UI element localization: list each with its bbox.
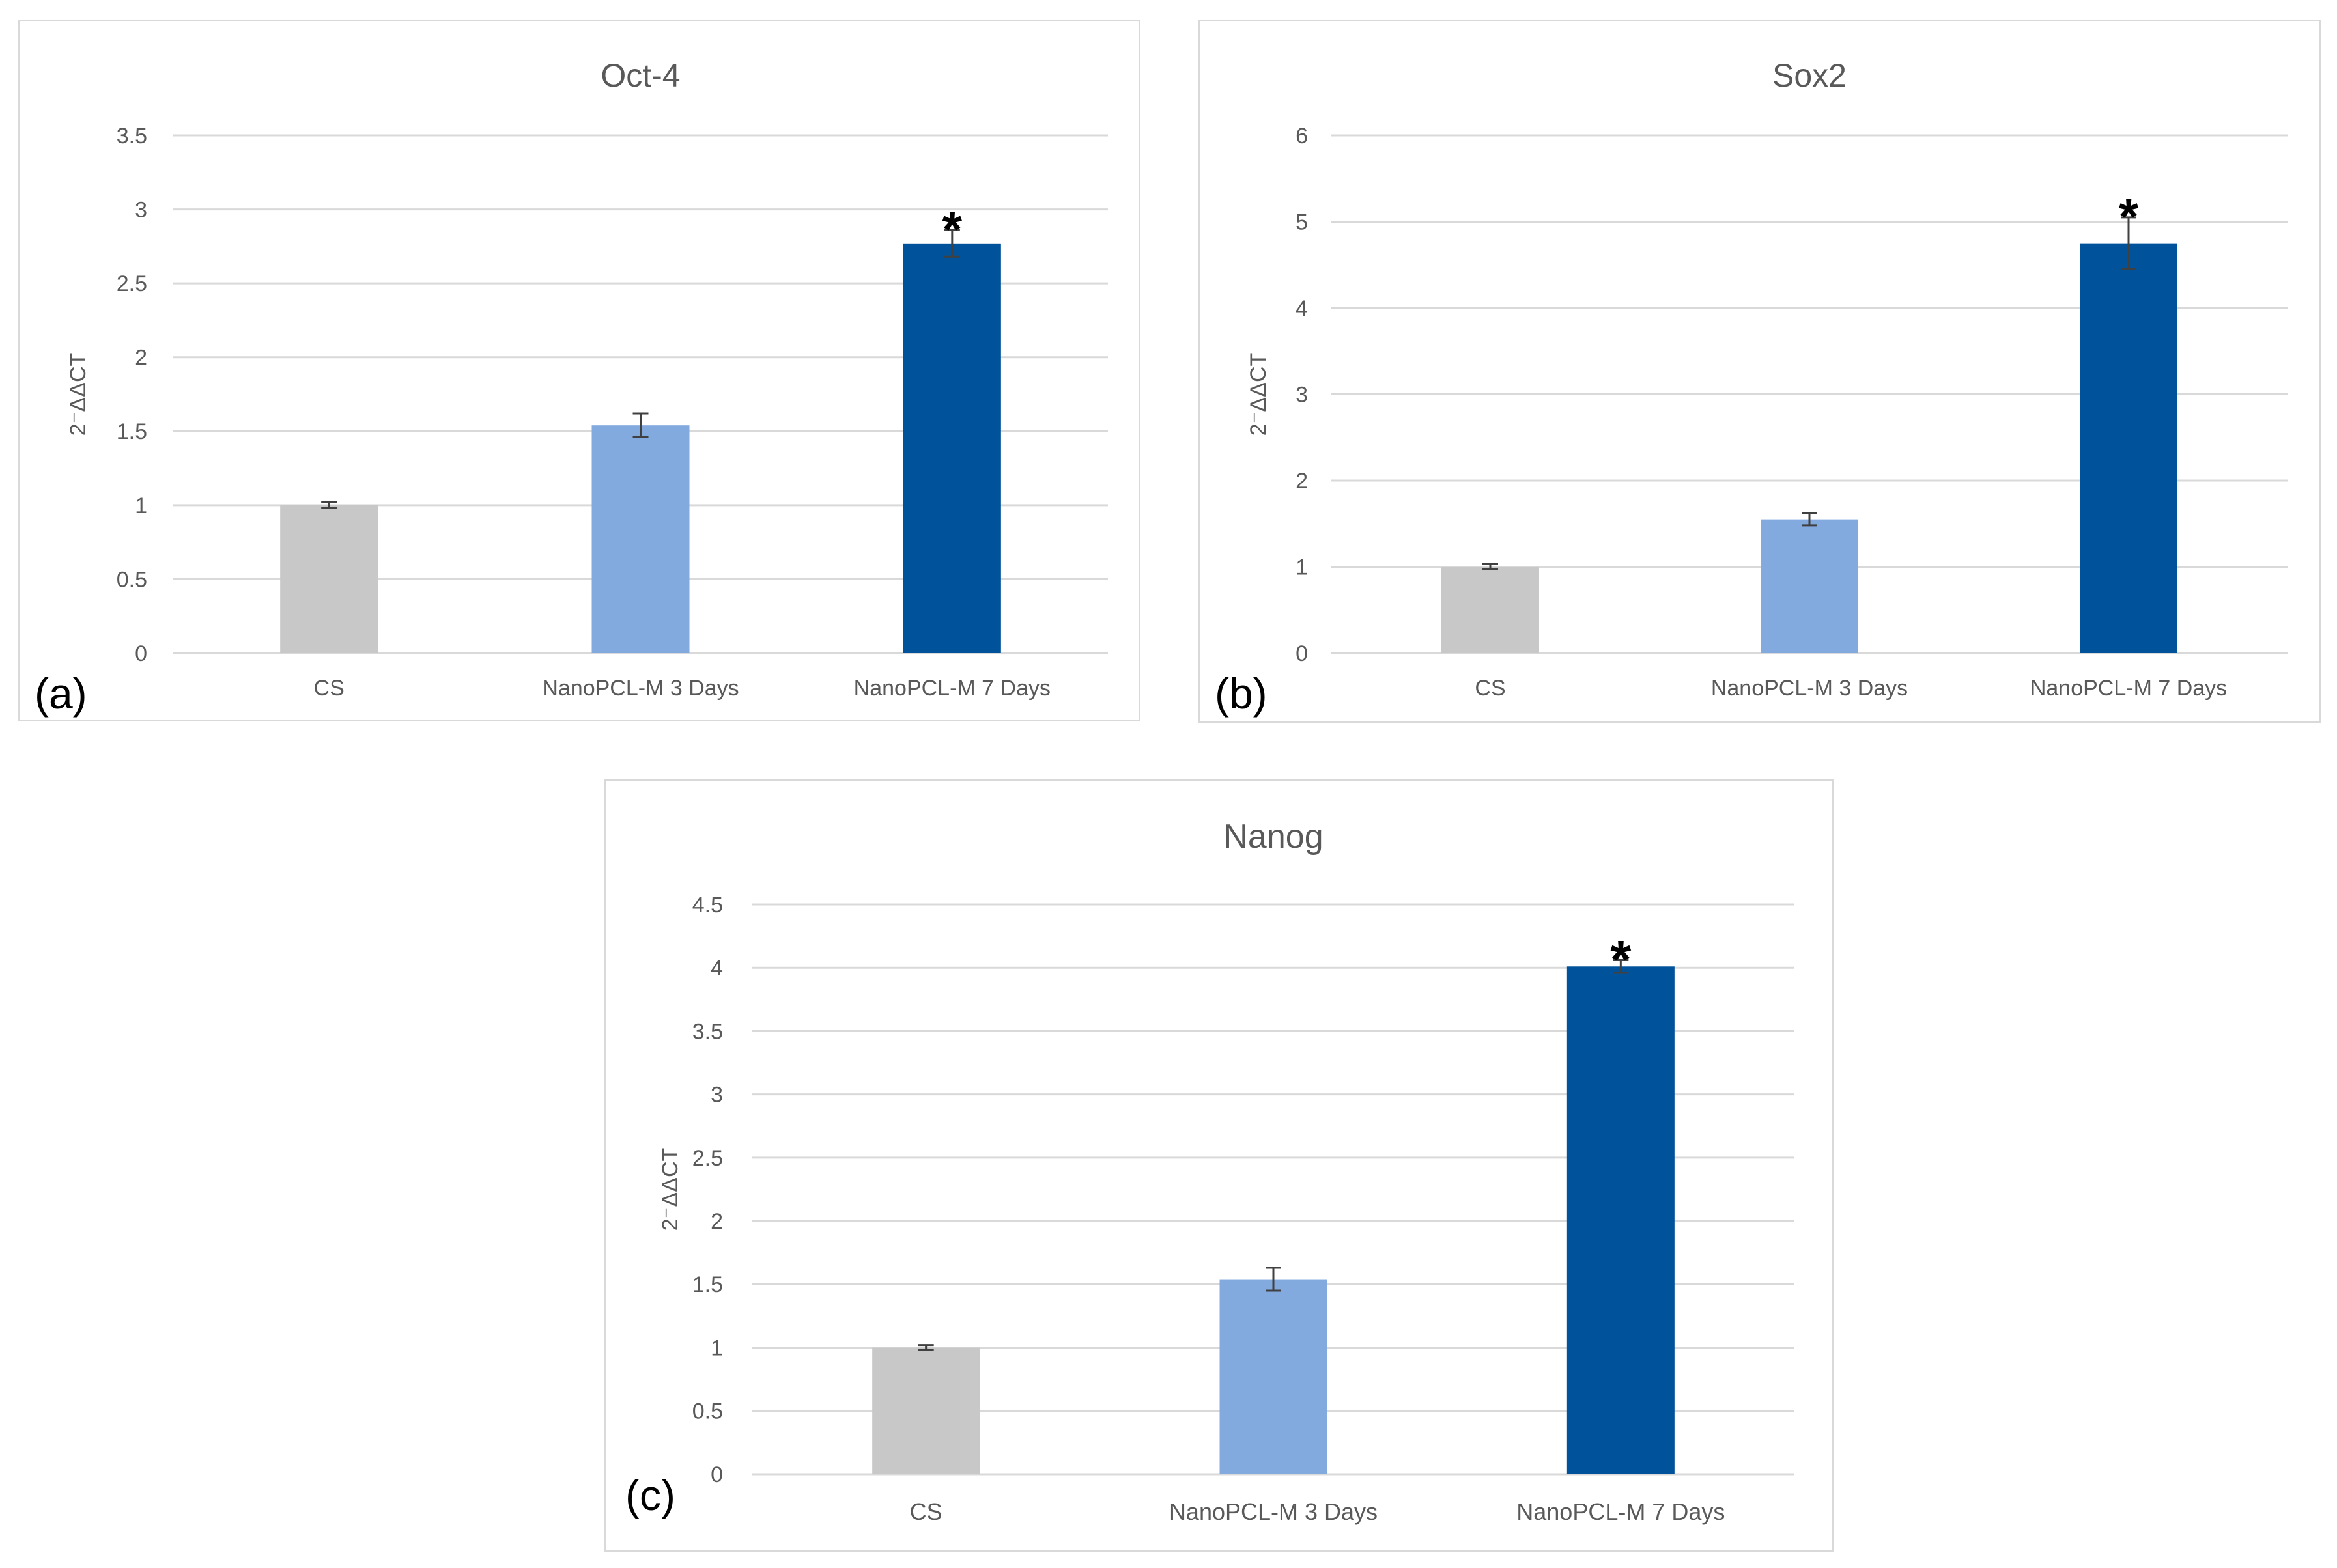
chart-title: Oct-4: [601, 57, 680, 94]
significance-marker: *: [1610, 930, 1631, 989]
error-bar: [321, 501, 337, 509]
y-tick-label: 1.5: [692, 1272, 723, 1297]
bar-nanog-2: [1219, 1279, 1327, 1474]
y-tick-label: 1.5: [117, 419, 147, 444]
bar-oct4-1: [280, 505, 378, 653]
y-axis-label: 2⁻ΔΔCT: [658, 1148, 683, 1231]
error-bar: [632, 412, 649, 438]
x-category-label: NanoPCL-M 3 Days: [542, 676, 739, 701]
bar-nanog-1: [872, 1347, 980, 1474]
y-tick-label: 6: [1296, 124, 1308, 148]
chart-title: Nanog: [1223, 818, 1323, 856]
chart-panel-nanog: 0 0.5 1 1.5 2 2.5 3 3.5 4 4.5 Nanog 2⁻ΔΔCT CS NanoPCL…: [604, 779, 1834, 1552]
y-tick-label: 3: [1296, 382, 1308, 407]
y-tick-label: 4: [711, 956, 723, 981]
chart-sox2-svg: 0 1 2 3 4 5 6 Sox2 2⁻ΔΔCT CS NanoPCL-M 3 Days * Nano…: [1215, 57, 2288, 718]
x-category-label: NanoPCL-M 3 Days: [1169, 1498, 1378, 1525]
x-category-label: CS: [910, 1498, 942, 1525]
panel-label: (b): [1215, 669, 1268, 718]
bar-oct4-3: [903, 243, 1001, 653]
y-tick-label: 1: [135, 494, 147, 518]
error-bar: [1482, 563, 1498, 570]
y-tick-label: 0: [1296, 641, 1308, 666]
y-axis-label: 2⁻ΔΔCT: [1246, 353, 1271, 436]
y-tick-label: 5: [1296, 210, 1308, 234]
y-tick-label: 1: [1296, 555, 1308, 580]
y-tick-label: 2: [135, 346, 147, 371]
y-tick-label: 3: [135, 197, 147, 222]
panel-label: (c): [625, 1471, 675, 1519]
chart-panel-oct4: 0 0.5 1 1.5 2 2.5 3 3.5 Oct-4 2⁻ΔΔCT CS NanoPCL-M 3…: [18, 20, 1140, 721]
y-tick-label: 2: [1296, 469, 1308, 494]
y-tick-label: 2.5: [117, 272, 147, 296]
significance-marker: *: [942, 200, 963, 257]
error-bar: [944, 229, 960, 258]
x-category-label: NanoPCL-M 7 Days: [1516, 1498, 1725, 1525]
error-bar: [1266, 1267, 1281, 1292]
y-tick-label: 3.5: [117, 124, 147, 148]
x-category-label: NanoPCL-M 7 Days: [2030, 676, 2227, 701]
bar-sox2-2: [1761, 519, 1858, 653]
error-bar: [1613, 959, 1629, 974]
y-tick-label: 0: [135, 641, 147, 666]
y-tick-label: 2: [711, 1209, 723, 1234]
y-tick-label: 0: [711, 1463, 723, 1487]
bar-nanog-3: [1566, 966, 1675, 1474]
panel-label: (a): [35, 669, 87, 718]
y-axis-label: 2⁻ΔΔCT: [66, 353, 91, 436]
bar-sox2-3: [2080, 243, 2177, 653]
x-category-label: NanoPCL-M 7 Days: [854, 676, 1051, 701]
bar-oct4-2: [591, 425, 690, 653]
x-category-label: CS: [314, 676, 345, 701]
chart-nanog-svg: 0 0.5 1 1.5 2 2.5 3 3.5 4 4.5 Nanog 2⁻ΔΔCT CS NanoPCL…: [625, 818, 1794, 1525]
y-tick-label: 3: [711, 1083, 723, 1108]
bar-sox2-1: [1441, 567, 1539, 653]
error-bar: [2121, 216, 2136, 270]
y-tick-label: 4.5: [692, 893, 723, 917]
x-category-label: CS: [1475, 676, 1505, 701]
x-category-label: NanoPCL-M 3 Days: [1711, 676, 1908, 701]
y-tick-label: 3.5: [692, 1019, 723, 1044]
error-bar: [918, 1344, 934, 1351]
chart-oct4-svg: 0 0.5 1 1.5 2 2.5 3 3.5 Oct-4 2⁻ΔΔCT CS NanoPCL-M 3…: [35, 57, 1108, 718]
chart-panel-sox2: 0 1 2 3 4 5 6 Sox2 2⁻ΔΔCT CS NanoPCL-M 3 Days * Nano…: [1198, 20, 2321, 723]
error-bar: [1802, 512, 1817, 527]
y-tick-label: 2.5: [692, 1146, 723, 1171]
y-tick-label: 1: [711, 1336, 723, 1360]
y-tick-label: 4: [1296, 296, 1308, 321]
chart-title: Sox2: [1772, 57, 1847, 94]
y-tick-label: 0.5: [692, 1399, 723, 1424]
y-tick-label: 0.5: [117, 567, 147, 592]
significance-marker: *: [2119, 188, 2139, 245]
